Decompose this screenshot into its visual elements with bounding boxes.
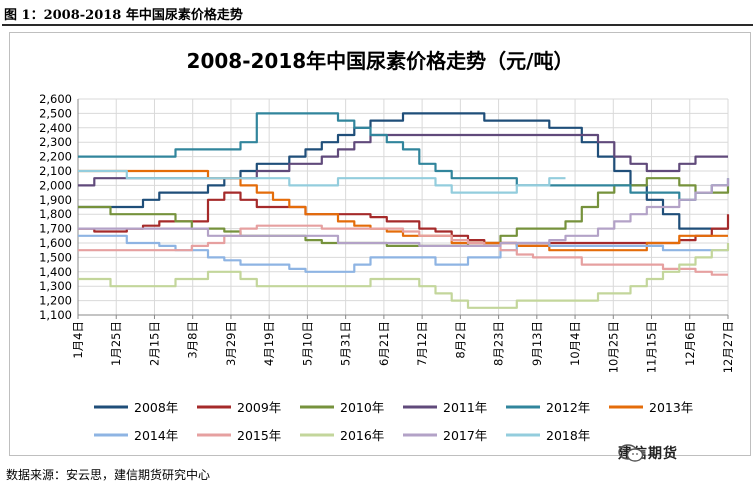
y-tick-label: 1,500 [39,250,72,264]
x-tick-label: 6月21日 [377,321,391,366]
legend-label: 2018年 [546,428,590,443]
y-tick-label: 2,600 [39,92,72,106]
y-tick-label: 1,200 [39,294,72,308]
x-tick-label: 10月25日 [606,321,620,373]
x-tick-label: 4月19日 [262,321,276,366]
series-line-4 [78,112,730,201]
x-tick-label: 1月4日 [71,321,85,359]
y-tick-label: 2,200 [39,150,72,164]
legend-label: 2008年 [134,400,178,415]
legend-label: 2015年 [237,428,281,443]
x-tick-label: 3月8日 [186,321,200,359]
x-tick-label: 12月6日 [683,321,697,366]
series-line-10 [78,169,566,194]
x-tick-label: 5月31日 [339,321,353,366]
legend-label: 2012年 [546,400,590,415]
x-tick-label: 7月12日 [415,321,429,366]
legend-label: 2014年 [134,428,178,443]
y-tick-label: 1,400 [39,265,72,279]
series-line-0 [78,112,728,230]
y-tick-label: 2,500 [39,106,72,120]
y-tick-label: 1,600 [39,236,72,250]
legend-label: 2013年 [649,400,693,415]
x-tick-label: 8月23日 [492,321,506,366]
x-tick-label: 2月15日 [147,321,161,366]
wechat-icon [618,444,644,462]
legend-label: 2017年 [443,428,487,443]
axis-layer: 2,6002,5002,4002,3002,2002,1002,0001,900… [39,92,735,373]
legend: 2008年 2009年 2010年 2011年 2012年 2013年 2014年 2015年… [94,400,693,443]
x-tick-label: 11月15日 [645,321,659,373]
y-tick-label: 2,300 [39,135,72,149]
y-tick-label: 1,900 [39,193,72,207]
series-line-8 [78,243,730,309]
x-tick-label: 5月10日 [300,321,314,366]
chart-frame: 2008-2018年中国尿素价格走势（元/吨） 2,600 2,500 2,400 2… [9,32,751,456]
y-tick-label: 1,100 [39,308,72,322]
watermark: 建信期货 [618,443,678,463]
x-tick-label: 1月25日 [109,321,123,366]
series-line-6 [78,234,728,273]
x-tick-label: 8月2日 [453,321,467,359]
x-tick-label: 12月27日 [721,321,735,373]
series-line-9 [78,178,730,247]
x-tick-label: 10月4日 [568,321,582,366]
series-line-7 [78,224,728,276]
legend-label: 2011年 [443,400,487,415]
legend-label: 2010年 [340,400,384,415]
x-tick-label: 3月29日 [224,321,238,366]
y-tick-label: 2,000 [39,178,72,192]
legend-label: 2009年 [237,400,281,415]
y-tick-label: 2,400 [39,121,72,135]
y-tick-label: 1,800 [39,207,72,221]
source-note: 数据来源：安云思，建信期货研究中心 [6,468,211,482]
x-tick-label: 9月13日 [530,321,544,366]
chart-title: 2008-2018年中国尿素价格走势（元/吨） [187,49,574,73]
figure-caption: 图 1：2008-2018 年中国尿素价格走势 [4,8,243,23]
y-tick-label: 2,100 [39,164,72,178]
legend-label: 2016年 [340,428,384,443]
y-tick-label: 1,700 [39,222,72,236]
series-layer [78,112,730,309]
caption-divider [2,24,753,26]
chart-svg: 2008-2018年中国尿素价格走势（元/吨） 2,6002,5002,4002… [39,49,735,443]
y-tick-label: 1,300 [39,279,72,293]
